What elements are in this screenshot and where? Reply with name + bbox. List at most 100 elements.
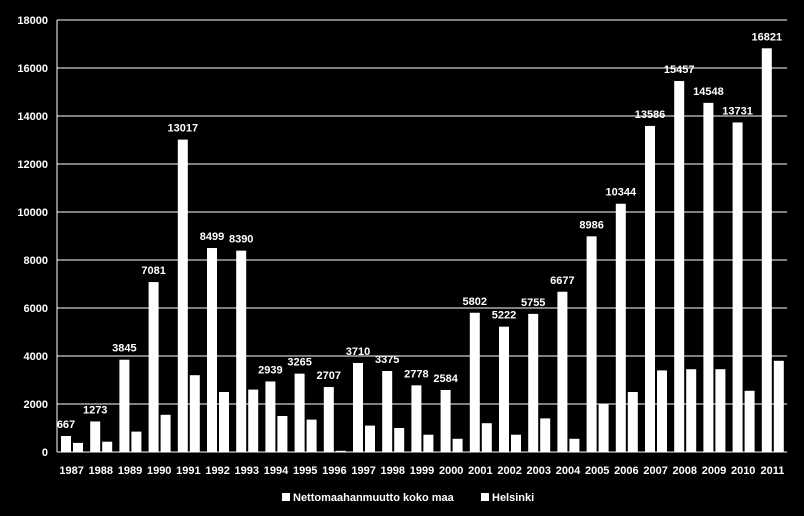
x-tick-label: 2011: [760, 465, 784, 477]
data-label-koko-maa: 1273: [83, 404, 107, 416]
bar-helsinki: [627, 392, 638, 452]
bar-koko-maa: [90, 421, 101, 452]
bar-helsinki: [102, 441, 113, 452]
x-tick-label: 1987: [59, 465, 83, 477]
bar-koko-maa: [411, 385, 422, 452]
bar-helsinki: [365, 425, 375, 452]
y-tick-label: 12000: [17, 159, 48, 171]
legend-label-koko-maa: Nettomaahanmuutto koko maa: [293, 492, 455, 504]
x-tick-label: 1992: [205, 465, 229, 477]
y-tick-label: 14000: [17, 111, 48, 123]
bar-koko-maa: [323, 387, 334, 452]
y-tick-label: 0: [42, 447, 48, 459]
data-label-koko-maa: 8499: [200, 231, 224, 243]
data-label-koko-maa: 15457: [664, 64, 695, 76]
bar-helsinki: [160, 414, 171, 452]
legend-label-helsinki: Helsinki: [492, 492, 534, 504]
bars: [61, 48, 784, 453]
bar-helsinki: [569, 438, 580, 452]
bar-koko-maa: [207, 248, 217, 452]
x-tick-label: 1994: [264, 465, 289, 477]
x-tick-label: 1999: [410, 465, 434, 477]
legend-swatch-helsinki: [481, 493, 489, 501]
bar-koko-maa: [177, 139, 188, 453]
data-label-koko-maa: 5755: [521, 297, 545, 309]
bar-koko-maa: [499, 326, 509, 452]
bar-helsinki: [744, 390, 755, 452]
bar-koko-maa: [703, 102, 714, 453]
y-tick-label: 18000: [17, 15, 48, 27]
x-tick-label: 2005: [585, 465, 609, 477]
data-label-koko-maa: 667: [57, 419, 75, 431]
bar-helsinki: [481, 423, 492, 452]
bar-helsinki: [773, 360, 784, 452]
bar-koko-maa: [615, 203, 626, 452]
x-tick-label: 1997: [351, 465, 375, 477]
bar-helsinki: [511, 434, 521, 452]
x-tick-label: 2004: [556, 465, 581, 477]
x-tick-label: 2008: [673, 465, 697, 477]
data-label-koko-maa: 13731: [722, 105, 753, 117]
data-label-koko-maa: 3375: [375, 354, 399, 366]
data-label-koko-maa: 5222: [492, 310, 516, 322]
bar-koko-maa: [294, 373, 305, 452]
data-labels: 667 1273 3845 7081 13017 8499 8390 2939 3265 2707…: [57, 31, 782, 431]
x-tick-label: 1995: [293, 465, 317, 477]
data-label-koko-maa: 13586: [635, 109, 666, 121]
bar-koko-maa: [353, 362, 363, 452]
bar-helsinki: [131, 431, 142, 452]
bar-koko-maa: [586, 236, 597, 452]
bar-helsinki: [248, 389, 259, 452]
bar-koko-maa: [557, 291, 568, 452]
data-label-koko-maa: 2584: [433, 373, 458, 385]
y-tick-label: 6000: [24, 303, 48, 315]
bar-koko-maa: [236, 250, 247, 452]
x-tick-label: 2007: [643, 465, 667, 477]
bar-helsinki: [686, 369, 697, 452]
x-axis: 1987 1988 1989 1990 1991 1992 1993 1994 1995 1996…: [59, 465, 784, 477]
x-tick-label: 1993: [235, 465, 259, 477]
data-label-koko-maa: 3845: [112, 343, 136, 355]
data-label-koko-maa: 5802: [463, 296, 487, 308]
legend: Nettomaahanmuutto koko maa Helsinki: [282, 492, 534, 504]
bar-koko-maa: [382, 371, 393, 452]
x-tick-label: 1998: [381, 465, 405, 477]
bar-koko-maa: [761, 48, 772, 453]
bar-koko-maa: [61, 435, 71, 452]
data-label-koko-maa: 8390: [229, 234, 253, 246]
data-label-koko-maa: 8986: [579, 219, 603, 231]
y-tick-label: 10000: [17, 207, 48, 219]
bar-helsinki: [452, 438, 463, 452]
y-tick-label: 8000: [24, 255, 48, 267]
y-axis: 0 2000 4000 6000 8000 10000 12000 14000 16000 180…: [17, 15, 58, 459]
data-label-koko-maa: 10344: [606, 187, 637, 199]
bar-helsinki: [657, 370, 667, 452]
bar-helsinki: [189, 375, 200, 452]
y-tick-label: 16000: [17, 63, 48, 75]
data-label-koko-maa: 6677: [550, 275, 574, 287]
bar-helsinki: [73, 442, 83, 452]
bar-koko-maa: [528, 313, 539, 452]
x-tick-label: 2002: [497, 465, 521, 477]
bar-helsinki: [277, 416, 288, 452]
bar-helsinki: [394, 428, 405, 452]
x-tick-label: 1988: [89, 465, 113, 477]
x-tick-label: 1989: [118, 465, 142, 477]
bar-helsinki: [335, 450, 346, 452]
bar-helsinki: [306, 419, 317, 452]
legend-swatch-koko-maa: [282, 493, 290, 501]
x-tick-label: 1996: [322, 465, 346, 477]
x-tick-label: 2010: [731, 465, 755, 477]
x-tick-label: 2006: [614, 465, 638, 477]
bar-helsinki: [715, 369, 726, 452]
data-label-koko-maa: 3710: [346, 346, 370, 358]
x-tick-label: 2003: [527, 465, 551, 477]
bar-koko-maa: [119, 359, 130, 452]
bar-helsinki: [219, 392, 229, 452]
y-tick-label: 4000: [24, 351, 48, 363]
data-label-koko-maa: 2707: [317, 370, 341, 382]
data-label-koko-maa: 2939: [258, 364, 282, 376]
bar-koko-maa: [469, 312, 480, 452]
x-tick-label: 2009: [702, 465, 726, 477]
